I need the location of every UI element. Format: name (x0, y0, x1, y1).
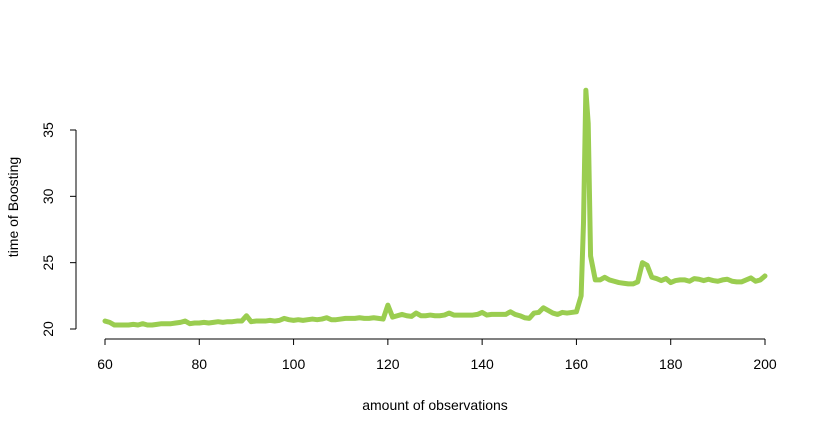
series-line (102, 87, 768, 328)
x-tick-label: 120 (376, 356, 400, 372)
x-tick-label: 60 (97, 356, 113, 372)
x-tick-label: 140 (470, 356, 494, 372)
y-tick-label: 25 (40, 255, 56, 271)
x-tick-label: 100 (282, 356, 306, 372)
y-axis-title: time of Boosting (5, 157, 21, 257)
x-axis: 60 80 100 120 140 160 180 200 (97, 338, 777, 372)
y-axis: 20 25 30 35 (40, 122, 77, 337)
x-tick-label: 180 (659, 356, 683, 372)
y-tick-label: 20 (40, 321, 56, 337)
x-axis-title: amount of observations (362, 397, 508, 413)
x-tick-label: 160 (565, 356, 589, 372)
y-tick-label: 30 (40, 188, 56, 204)
x-tick-label: 200 (753, 356, 777, 372)
x-tick-label: 80 (191, 356, 207, 372)
series-group (102, 87, 768, 328)
y-tick-label: 35 (40, 122, 56, 138)
